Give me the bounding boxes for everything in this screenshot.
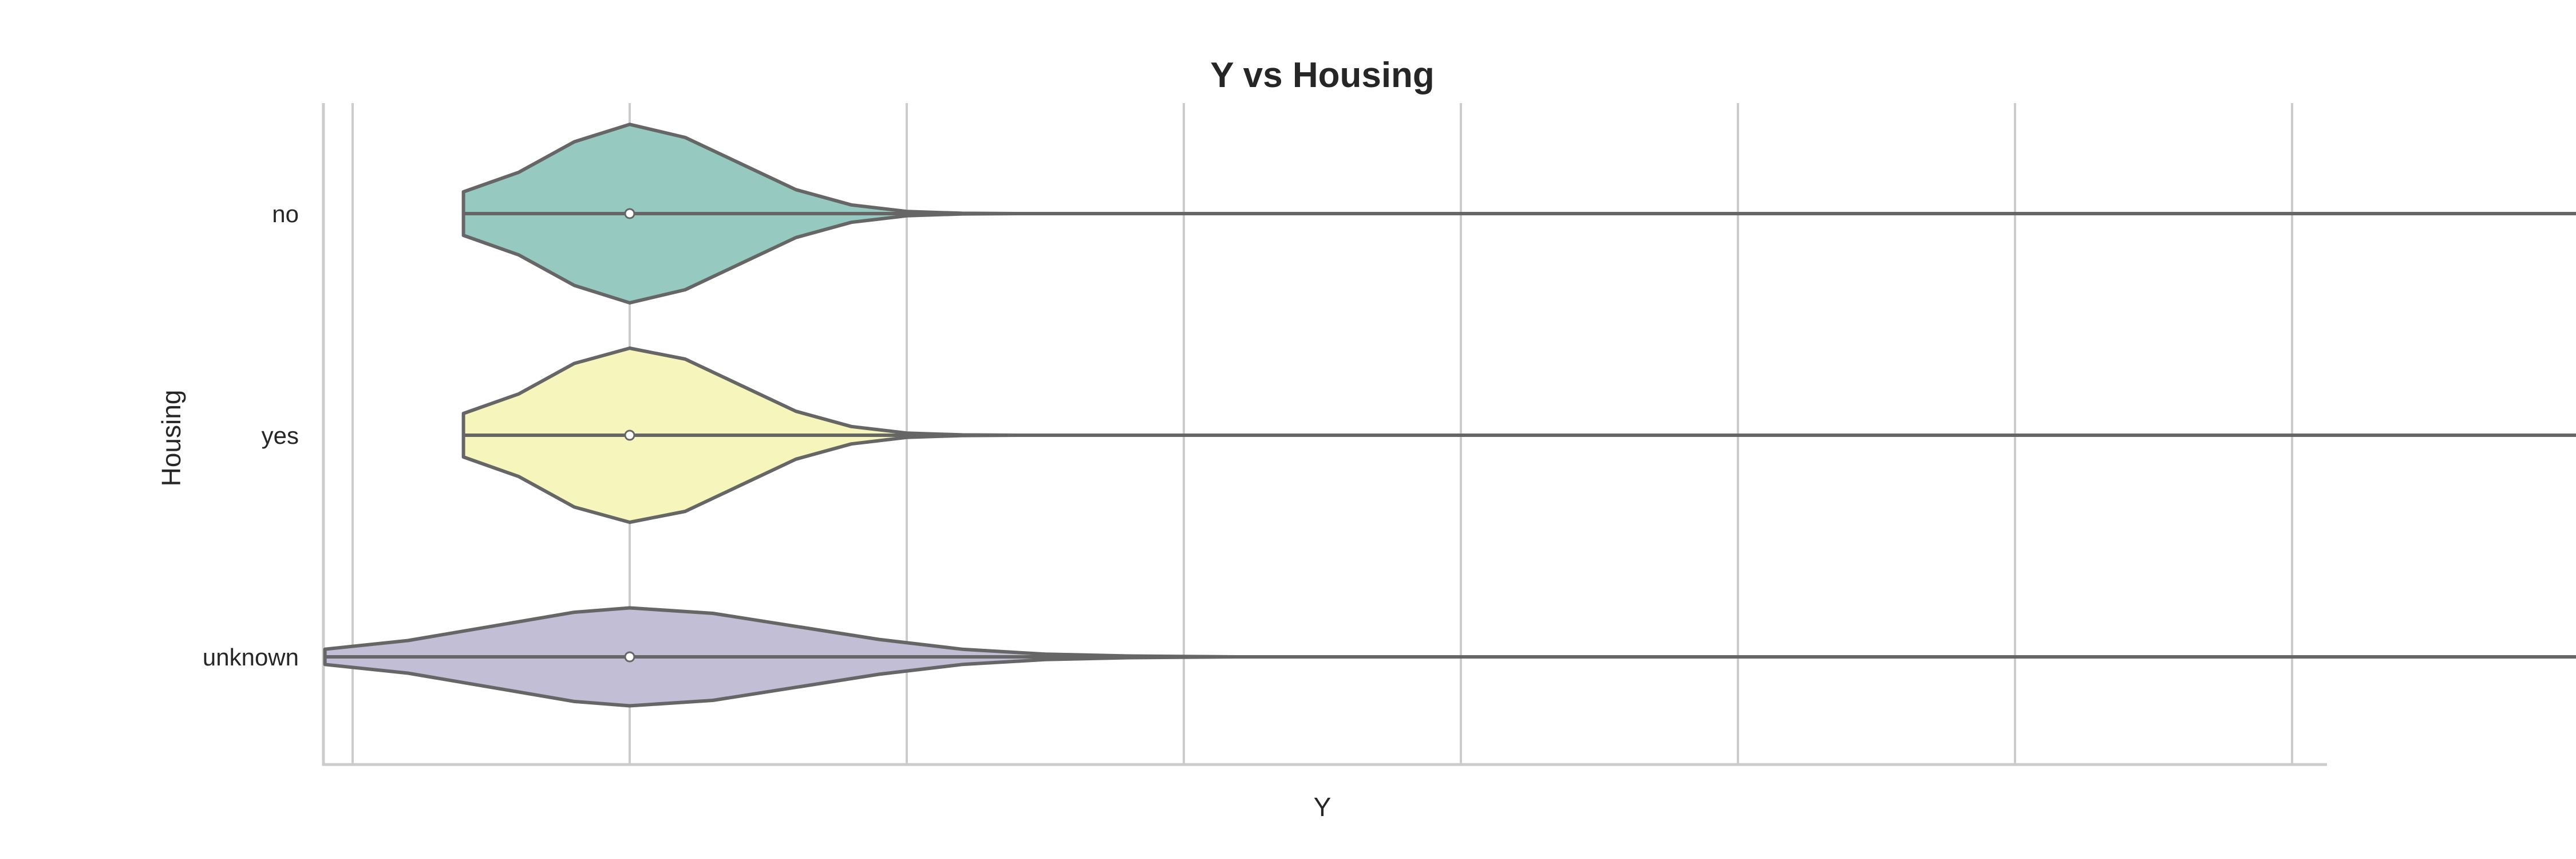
y-tick-label-unknown: unknown [203,644,299,671]
axes-spines [322,103,2327,766]
y-tick-labels: no yes unknown [203,200,299,671]
median-point-unknown [624,651,635,663]
x-axis-label: Y [1314,792,1332,822]
chart-title: Y vs Housing [1210,56,1435,95]
y-tick-label-no: no [272,200,299,227]
median-point-yes [624,430,635,441]
y-tick-label-yes: yes [262,422,299,449]
y-axis-label: Housing [156,390,186,487]
median-point-no [624,208,635,219]
violins [323,123,2576,708]
